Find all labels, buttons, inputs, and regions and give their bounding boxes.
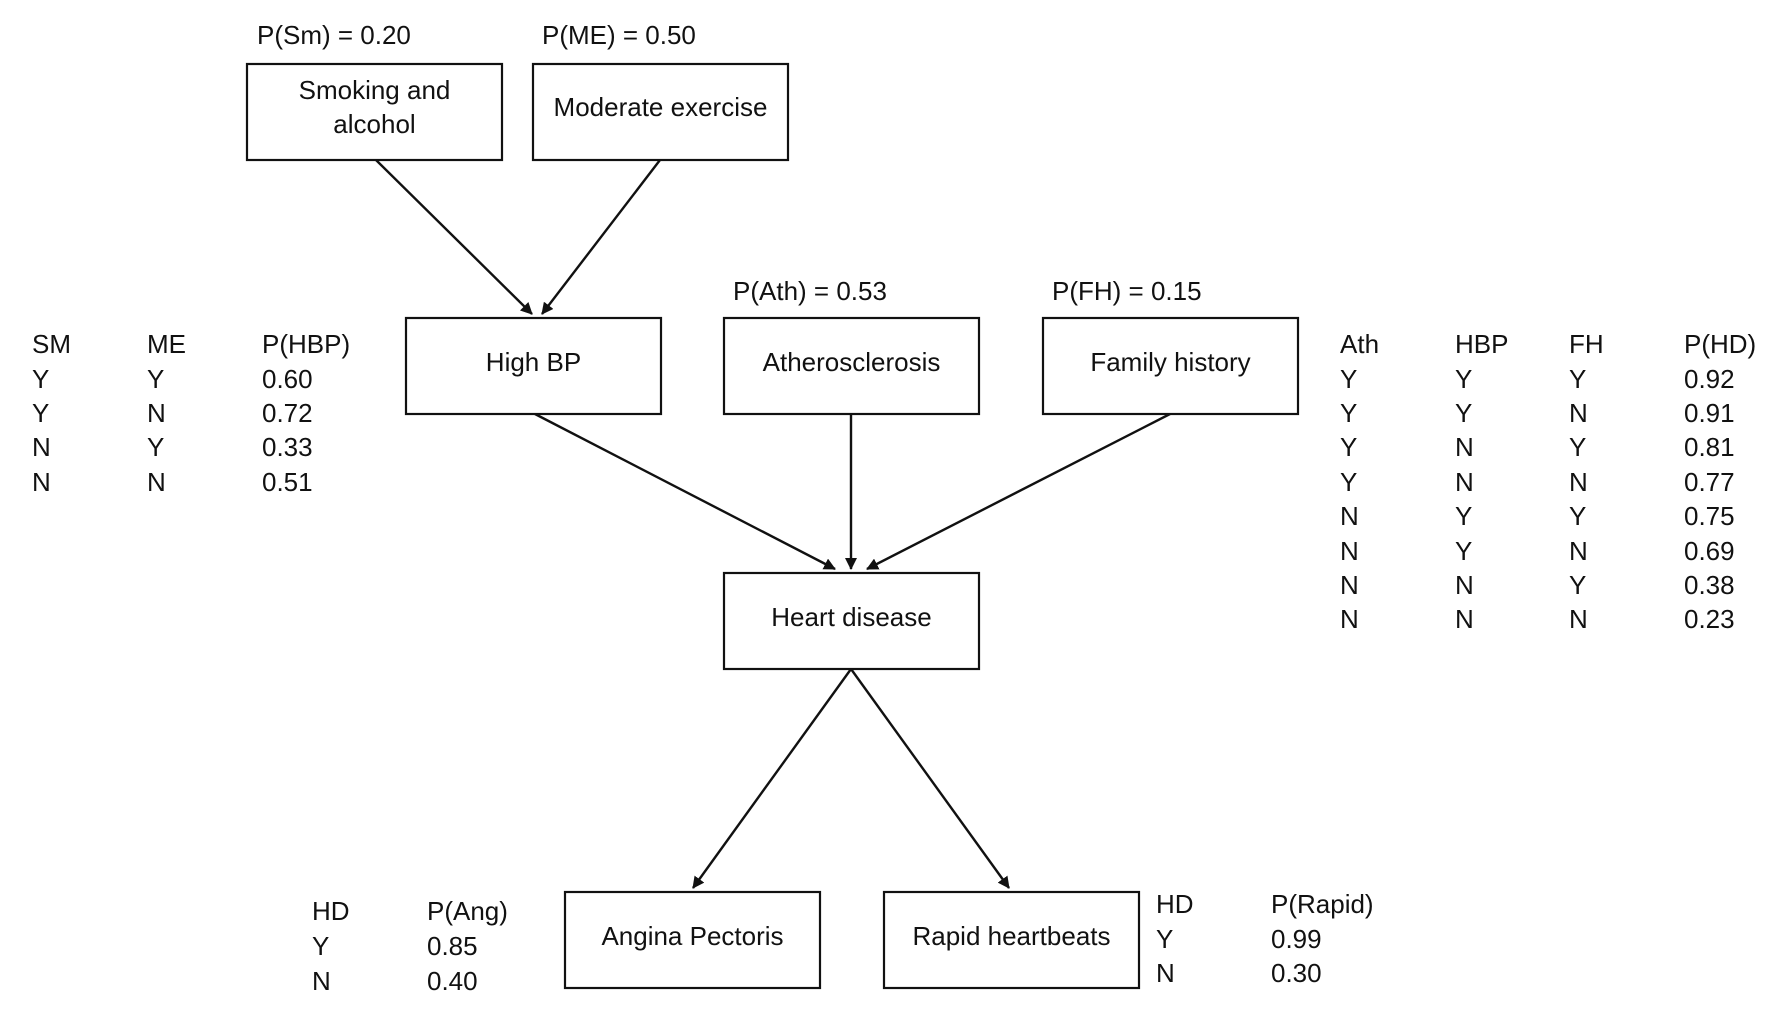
node-label: Angina Pectoris (601, 921, 783, 951)
cpt-header: SM (32, 329, 71, 359)
node-smoking-and-alcohol: Smoking and alcohol (245, 62, 504, 162)
cpt-cell: Y (32, 364, 49, 394)
cpt-cell: Y (1340, 398, 1357, 428)
node-label: Family history (1090, 347, 1250, 377)
cpt-cell: Y (1455, 364, 1472, 394)
cpt-cell: N (1340, 536, 1359, 566)
cpt-cell: 0.33 (262, 432, 313, 462)
cpt-cell: N (1340, 570, 1359, 600)
edge-family-to-heart (866, 412, 1171, 571)
cpt-cell: Y (147, 432, 164, 462)
cpt-cell: N (1569, 604, 1588, 634)
cpt-header: ME (147, 329, 186, 359)
cpt-cell: N (147, 467, 166, 497)
cpt-cell: N (32, 467, 51, 497)
cpt-cell: 0.81 (1684, 432, 1735, 462)
node-angina-pectoris: Angina Pectoris (563, 890, 822, 990)
edge-heart-to-angina (692, 668, 852, 889)
cpt-cell: Y (1455, 501, 1472, 531)
cpt-cell: N (32, 432, 51, 462)
prior-smoking-label: P(Sm) = 0.20 (257, 20, 411, 50)
node-label: Smoking and (299, 75, 451, 105)
cpt-cell: 0.60 (262, 364, 313, 394)
cpt-cell: N (1455, 432, 1474, 462)
node-label: High BP (486, 347, 581, 377)
cpt-header: P(HBP) (262, 329, 350, 359)
cpt-cell: Y (1340, 364, 1357, 394)
node-atherosclerosis: Atherosclerosis (722, 316, 981, 416)
node-heart-disease: Heart disease (722, 571, 981, 671)
node-high-bp: High BP (404, 316, 663, 416)
cpt-cell: Y (1569, 432, 1586, 462)
cpt-cell: N (1455, 467, 1474, 497)
node-label: alcohol (333, 109, 415, 139)
cpt-cell: N (312, 966, 331, 996)
cpt-header: P(Rapid) (1271, 889, 1374, 919)
cpt-cell: N (1455, 570, 1474, 600)
edge-smoking-to-highbp (375, 159, 533, 315)
edge-heart-to-rapid (850, 668, 1010, 889)
cpt-cell: 0.92 (1684, 364, 1735, 394)
node-label: Rapid heartbeats (912, 921, 1110, 951)
cpt-cell: N (1569, 467, 1588, 497)
cpt-cell: Y (1156, 924, 1173, 954)
cpt-angina: HD P(Ang) Y 0.85 N 0.40 (312, 896, 508, 996)
cpt-cell: Y (1569, 501, 1586, 531)
cpt-header: HD (1156, 889, 1194, 919)
edge-highbp-to-heart (534, 412, 836, 571)
cpt-header: Ath (1340, 329, 1379, 359)
cpt-cell: 0.38 (1684, 570, 1735, 600)
cpt-cell: Y (1455, 398, 1472, 428)
cpt-cell: 0.40 (427, 966, 478, 996)
cpt-cell: Y (1340, 432, 1357, 462)
cpt-cell: N (1455, 604, 1474, 634)
edge-exercise-to-highbp (541, 159, 661, 315)
cpt-cell: 0.69 (1684, 536, 1735, 566)
cpt-cell: Y (1569, 570, 1586, 600)
cpt-cell: N (147, 398, 166, 428)
cpt-cell: 0.99 (1271, 924, 1322, 954)
cpt-cell: Y (1340, 467, 1357, 497)
edges (375, 159, 1171, 889)
cpt-cell: Y (1569, 364, 1586, 394)
cpt-cell: 0.77 (1684, 467, 1735, 497)
cpt-cell: Y (1455, 536, 1472, 566)
cpt-cell: 0.75 (1684, 501, 1735, 531)
cpt-cell: N (1340, 604, 1359, 634)
cpt-header: HD (312, 896, 350, 926)
prior-exercise-label: P(ME) = 0.50 (542, 20, 696, 50)
cpt-cell: N (1569, 536, 1588, 566)
cpt-cell: 0.30 (1271, 958, 1322, 988)
cpt-cell: 0.51 (262, 467, 313, 497)
cpt-cell: N (1156, 958, 1175, 988)
node-family-history: Family history (1041, 316, 1300, 416)
cpt-cell: 0.85 (427, 931, 478, 961)
cpt-cell: Y (32, 398, 49, 428)
cpt-cell: N (1569, 398, 1588, 428)
prior-family-history-label: P(FH) = 0.15 (1052, 276, 1202, 306)
cpt-rapid-heartbeats: HD P(Rapid) Y 0.99 N 0.30 (1156, 889, 1374, 988)
prior-atherosclerosis-label: P(Ath) = 0.53 (733, 276, 887, 306)
node-label: Moderate exercise (554, 92, 768, 122)
cpt-cell: 0.23 (1684, 604, 1735, 634)
cpt-highbp: SM ME P(HBP) Y Y 0.60 Y N 0.72 N Y 0.33 … (32, 329, 350, 497)
node-rapid-heartbeats: Rapid heartbeats (882, 890, 1141, 990)
cpt-header: FH (1569, 329, 1604, 359)
cpt-cell: 0.91 (1684, 398, 1735, 428)
node-label: Heart disease (771, 602, 931, 632)
cpt-header: P(Ang) (427, 896, 508, 926)
cpt-heart-disease: Ath HBP FH P(HD) Y Y Y 0.92 Y Y N 0.91 Y… (1340, 329, 1756, 634)
node-moderate-exercise: Moderate exercise (531, 62, 790, 162)
cpt-header: P(HD) (1684, 329, 1756, 359)
cpt-cell: N (1340, 501, 1359, 531)
cpt-cell: Y (147, 364, 164, 394)
cpt-cell: Y (312, 931, 329, 961)
cpt-header: HBP (1455, 329, 1508, 359)
node-label: Atherosclerosis (763, 347, 941, 377)
cpt-cell: 0.72 (262, 398, 313, 428)
